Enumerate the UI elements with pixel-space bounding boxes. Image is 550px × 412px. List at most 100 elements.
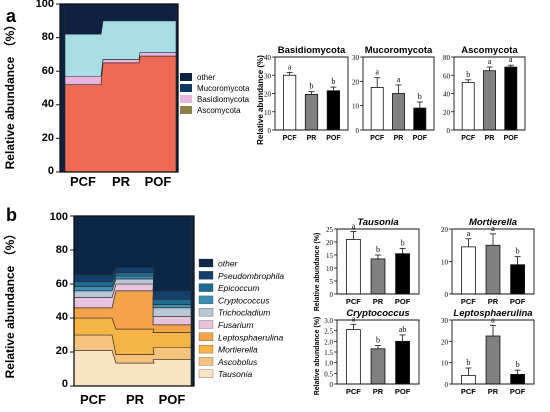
a-bars-ylabel: Relative abundance (%) [256,55,265,145]
a-bar-basidiomycota-bar-pcf [282,74,297,131]
legend-label-trichocladium: Trichocladium [218,308,270,318]
legend-label-other: other [218,259,239,269]
b-ytick: 40 [56,311,68,323]
legend-swatch-tausonia [198,369,214,378]
a-bar-basidiomycota-ytick: 40 [264,54,272,62]
b-bar-leptosphaerulina-xtick: PR [488,387,499,396]
b-bar-tausonia-bar-pof [395,253,410,295]
legend-label-ascobolus: Ascobolus [217,357,258,367]
a-bar-ascomycota-sig-letter: a [509,55,513,64]
a-bar-basidiomycota-xtick: POF [326,135,341,142]
b-bar-cryptococcus-bar-pr [370,348,386,385]
b-bar-leptosphaerulina-xtick: POF [510,387,526,396]
a-bar-mucoromycota-bar-pcf [370,87,384,131]
b-bar-tausonia-title: Tausonia [357,217,398,228]
a-bar-ascomycota-sig-letter: a [488,57,492,66]
b-bar-mortierella-bar-pof [510,264,525,295]
b-bar-cryptococcus-xtick: POF [395,387,411,396]
b-bars-ylabel-top: Relative abundance (%) [314,233,321,312]
a-bar-mucoromycota-bar-pof [413,107,427,131]
a-bar-basidiomycota-sig-letter: b [310,82,314,91]
b-bar-mortierella-frame [451,228,535,295]
b-bar-mortierella-title: Mortierella [469,217,517,228]
a-bar-ascomycota-ytick: 40 [443,91,451,99]
panel-a-legend: other Mucoromycota Basidiomycota Ascomyc… [180,73,250,115]
a-bar-mucoromycota-bar-pr [392,93,405,131]
b-bar-leptosphaerulina-ytick: 0 [445,381,449,389]
b-bar-tausonia-ytick: 15 [326,252,334,260]
b-ytick: 60 [56,278,68,290]
b-bar-mortierella-bar-pr [485,244,501,295]
a-bar-ascomycota-ytick: 60 [443,72,451,80]
a-bar-ascomycota-bar-pof [504,66,518,131]
legend-swatch-basidiomycota [180,95,192,103]
legend-swatch-other [180,73,192,81]
b-bar-mortierella-sig-letter: b [516,247,520,256]
legend-swatch-pseudombrophila [198,271,214,280]
a-bar-basidiomycota-ytick: 10 [264,109,272,117]
b-bar-cryptococcus-xtick: PCF [346,387,361,396]
b-bar-cryptococcus-ytick: 2.5 [324,328,333,336]
a-bar-basidiomycota-xtick: PCF [283,135,298,142]
a-bar-basidiomycota-bar-pr [304,94,319,131]
a-bar-basidiomycota-title: Basidiomycota [278,45,346,56]
a-ytick: 80 [42,31,54,43]
b-bar-tausonia-bar-pcf [346,238,361,295]
b-bar-mortierella-xtick: PCF [461,297,476,306]
a-bar-ascomycota-ytick: 20 [443,109,451,117]
a-stack-plot-frame [59,3,179,173]
a-xtick-pcf: PCF [70,174,96,189]
legend-swatch-ascomycota [180,106,192,114]
legend-label-tausonia: Tausonia [218,369,252,379]
a-bar-ascomycota-xtick: POF [504,135,519,142]
legend-label-epicoccum: Epicoccum [218,283,260,293]
b-bar-tausonia-sig-letter: b [376,245,380,254]
panel-b-legend: other Pseudombrophila Epicoccum Cryptococcu… [198,259,284,379]
panel-a-yticks: 0 20 40 60 80 100 [36,0,54,177]
legend-label-other: other [197,73,216,82]
a-bar-ascomycota-ytick: 0 [447,127,451,135]
panel-b-letter: b [6,205,17,225]
legend-swatch-mortierella [198,344,214,354]
a-bar-mucoromycota-xtick: PR [394,135,404,142]
a-ytick: 60 [42,65,54,77]
legend-swatch-mucoromycota [180,84,192,92]
a-bar-mucoromycota-ytick: 20 [352,78,360,86]
a-bar-basidiomycota-frame [274,56,349,131]
a-bar-basidiomycota-ytick: 20 [264,91,272,99]
a-bar-ascomycota-xtick: PR [485,135,495,142]
a-bar-ascomycota-frame [453,56,526,131]
legend-label-basidiomycota: Basidiomycota [197,95,250,104]
b-bar-cryptococcus-sig-letter: a [352,314,356,323]
b-bar-leptosphaerulina-bar-pcf [461,375,476,385]
b-bar-cryptococcus-ytick: 1.5 [324,349,333,357]
b-bar-cryptococcus-title: Cryptococcus [346,308,409,319]
panel-b-bar-charts: Relative abundance (%) Relative abundanc… [314,217,535,396]
panel-b-ylabel: Relative abundance （%） [2,228,17,379]
b-bar-cryptococcus-ytick: 2.0 [324,338,333,346]
a-ytick: 20 [42,132,54,144]
legend-label-cryptococcus: Cryptococcus [218,295,270,305]
b-bar-mortierella-ytick: 10 [441,259,449,267]
b-bar-cryptococcus-ytick: 3.0 [324,317,333,325]
a-ytick: 0 [48,165,54,177]
b-bar-cryptococcus-ytick: 1.0 [324,360,333,368]
panel-a-stack-layers [56,3,179,173]
b-ytick: 20 [56,345,68,357]
b-bar-leptosphaerulina-sig-letter: b [466,358,470,367]
a-xtick-pof: POF [145,174,172,189]
b-bar-cryptococcus-xtick: PR [373,387,384,396]
a-xtick-pr: PR [112,174,131,189]
panel-a-ylabel: Relative abundance （%） [2,19,17,170]
a-ytick: 40 [42,98,54,110]
b-xtick-pr: PR [126,392,145,407]
b-bar-mortierella-bar-pcf [461,246,476,295]
b-bar-leptosphaerulina-ytick: 10 [441,360,449,368]
legend-swatch-trichocladium [198,308,214,317]
a-bar-ascomycota-bar-pcf [461,82,475,131]
b-bar-tausonia-xtick: PCF [346,297,361,306]
a-bar-mucoromycota-sig-letter: a [375,68,379,77]
b-bar-leptosphaerulina-title: Leptosphaerulina [453,308,532,319]
a-bar-basidiomycota-xtick: PR [307,135,317,142]
